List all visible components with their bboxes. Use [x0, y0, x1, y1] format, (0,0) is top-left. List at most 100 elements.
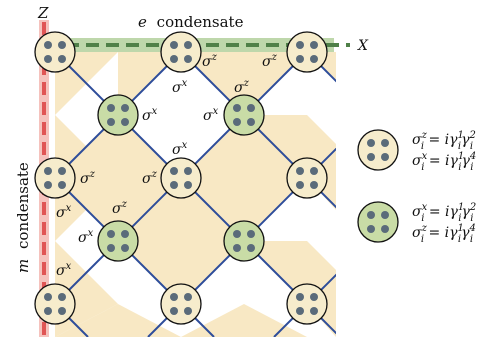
majorana-dot: [107, 104, 115, 112]
site-circle: [160, 157, 202, 199]
eq-part: i: [458, 213, 461, 224]
majorana-dot: [310, 293, 318, 301]
eq-part: σ: [412, 153, 422, 169]
site-type-b: [223, 220, 265, 262]
operator-label: σx: [56, 261, 72, 279]
site-circle: [357, 129, 399, 171]
operator-sup: z: [121, 199, 128, 210]
operator-label: σx: [203, 106, 219, 124]
majorana-dot: [44, 167, 52, 175]
majorana-dot: [233, 230, 241, 238]
legend-entry-white: σz i = iγ1 iγ2 iσx i = iγ1 iγ4 i: [357, 129, 476, 173]
site-type-b: [223, 94, 265, 136]
operator-sup: x: [182, 140, 188, 151]
site-type-a: [160, 283, 202, 325]
site-circle: [34, 157, 76, 199]
x-string-label: X: [357, 38, 369, 54]
eq-part: x: [422, 202, 428, 213]
majorana-dot: [310, 307, 318, 315]
plaquette-tile: [55, 304, 181, 337]
site-type-b: [97, 220, 139, 262]
operator-sigma: σ: [80, 171, 90, 187]
operator-sup: z: [151, 169, 158, 180]
site-type-a: [160, 157, 202, 199]
eq-part: i: [458, 234, 461, 245]
majorana-dot: [58, 307, 66, 315]
legend-equation: σz i = iγ1 iγ2 i: [412, 130, 476, 152]
majorana-dot: [170, 41, 178, 49]
operator-sup: x: [66, 261, 72, 272]
majorana-dot: [58, 55, 66, 63]
majorana-dot: [107, 230, 115, 238]
majorana-dot: [44, 181, 52, 189]
legend: σz i = iγ1 iγ2 iσx i = iγ1 iγ4 iσx i = iγ1 iγ2 iσ…: [357, 129, 476, 245]
m-condensate-word: condensate: [14, 162, 32, 249]
majorana-dot: [121, 230, 129, 238]
site-circle: [223, 94, 265, 136]
operator-label: σz: [112, 199, 128, 217]
operator-sup: x: [66, 203, 72, 214]
z-string-label: Z: [37, 4, 49, 22]
operator-label: σx: [172, 78, 188, 96]
majorana-dot: [310, 41, 318, 49]
majorana-dot: [107, 118, 115, 126]
majorana-dot: [367, 211, 375, 219]
e-condensate-title: e condensate: [138, 13, 244, 31]
operator-sigma: σ: [172, 142, 182, 158]
operator-label: σz: [202, 52, 218, 70]
eq-part: z: [421, 223, 428, 234]
qubit-sites: [34, 31, 328, 325]
e-symbol: e: [138, 13, 147, 31]
majorana-dot: [107, 244, 115, 252]
site-type-a: [34, 157, 76, 199]
eq-part: i: [470, 162, 473, 173]
site-circle: [34, 31, 76, 73]
majorana-dot: [170, 55, 178, 63]
majorana-dot: [310, 181, 318, 189]
operator-sigma: σ: [112, 201, 122, 217]
legend-equation: σx i = iγ1 iγ2 i: [412, 202, 476, 224]
eq-part: γ: [461, 204, 470, 220]
site-type-b: [97, 94, 139, 136]
operator-label: σz: [262, 52, 278, 70]
operator-sigma: σ: [203, 108, 213, 124]
majorana-dot: [170, 167, 178, 175]
majorana-dot: [58, 41, 66, 49]
site-circle: [286, 283, 328, 325]
eq-part: 1: [458, 223, 464, 234]
operator-label: σx: [56, 203, 72, 221]
majorana-dot: [247, 230, 255, 238]
eq-part: σ: [412, 225, 422, 241]
majorana-dot: [367, 139, 375, 147]
site-circle: [97, 94, 139, 136]
eq-part: i: [458, 162, 461, 173]
operator-label: σx: [142, 106, 158, 124]
majorana-dot: [184, 293, 192, 301]
operator-sigma: σ: [142, 171, 152, 187]
majorana-dot: [121, 104, 129, 112]
majorana-dot: [247, 244, 255, 252]
operator-sup: z: [89, 169, 96, 180]
eq-part: x: [422, 151, 428, 162]
eq-part: i: [458, 141, 461, 152]
eq-part: 1: [458, 130, 464, 141]
operator-label: σz: [142, 169, 158, 187]
eq-part: = iγ: [424, 132, 458, 148]
m-symbol: m: [14, 259, 32, 273]
operator-sup: z: [271, 52, 278, 63]
majorana-dot: [310, 167, 318, 175]
majorana-dot: [121, 118, 129, 126]
site-circle: [357, 201, 399, 243]
plaquette-tile: [181, 304, 307, 337]
eq-part: z: [421, 130, 428, 141]
operator-sigma: σ: [202, 54, 212, 70]
eq-part: γ: [461, 225, 470, 241]
eq-part: 1: [458, 202, 464, 213]
svg-text:m condensate: m condensate: [14, 162, 32, 273]
site-type-a: [286, 283, 328, 325]
majorana-dot: [58, 293, 66, 301]
operator-sigma: σ: [56, 205, 66, 221]
majorana-dot: [170, 293, 178, 301]
majorana-dot: [310, 55, 318, 63]
